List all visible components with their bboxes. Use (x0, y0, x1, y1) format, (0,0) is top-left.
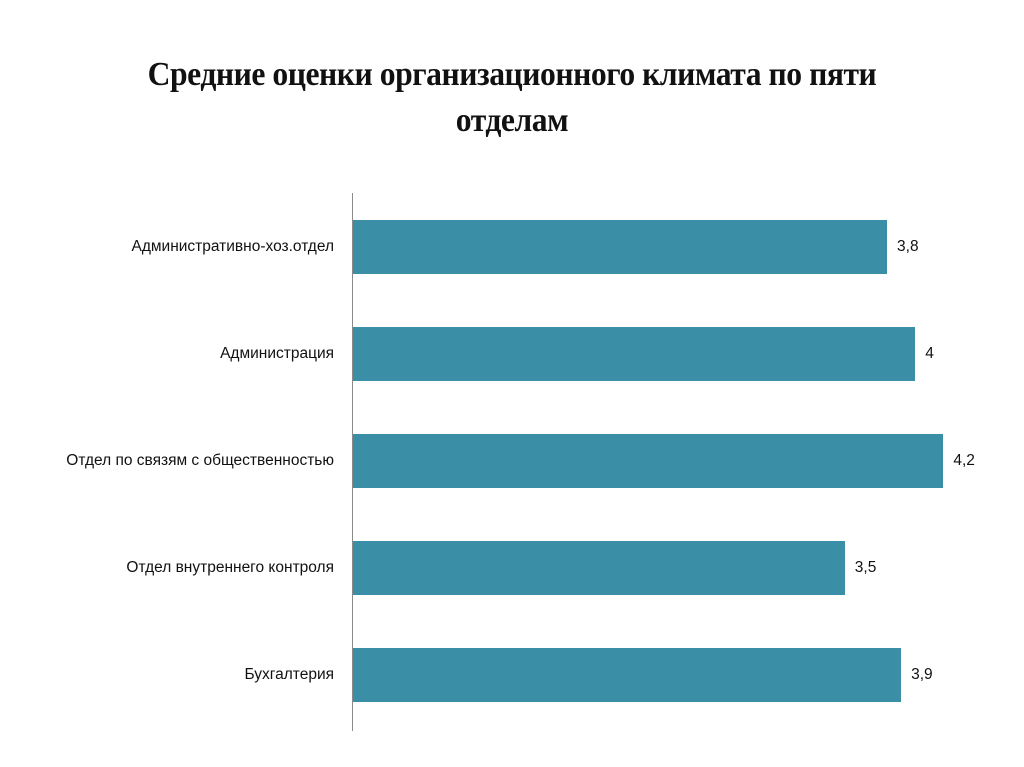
bar-row: Отдел внутреннего контроля 3,5 (0, 541, 1024, 595)
chart-title: Средние оценки организационного климата … (92, 52, 933, 144)
value-label: 3,8 (897, 238, 919, 255)
bar-row: Администрация 4 (0, 327, 1024, 381)
bar (353, 327, 916, 381)
bar (353, 648, 902, 702)
value-label: 3,9 (911, 666, 933, 683)
category-label: Отдел по связям с общественностью (66, 452, 334, 469)
category-label: Отдел внутреннего контроля (126, 559, 334, 576)
y-axis-line (352, 193, 353, 731)
bar (353, 434, 944, 488)
category-label: Бухгалтерия (244, 666, 334, 683)
chart-title-line2: отделам (455, 102, 569, 139)
chart-title-line1: Средние оценки организационного климата … (147, 56, 877, 93)
category-label: Административно-хоз.отдел (131, 238, 335, 255)
bar-row: Административно-хоз.отдел 3,8 (0, 220, 1024, 274)
bar-row: Отдел по связям с общественностью 4,2 (0, 434, 1024, 488)
bar (353, 220, 888, 274)
value-label: 4,2 (953, 452, 975, 469)
value-label: 4 (925, 345, 934, 362)
bar-row: Бухгалтерия 3,9 (0, 648, 1024, 702)
value-label: 3,5 (854, 559, 877, 576)
category-label: Администрация (220, 345, 334, 362)
bar (353, 541, 845, 595)
